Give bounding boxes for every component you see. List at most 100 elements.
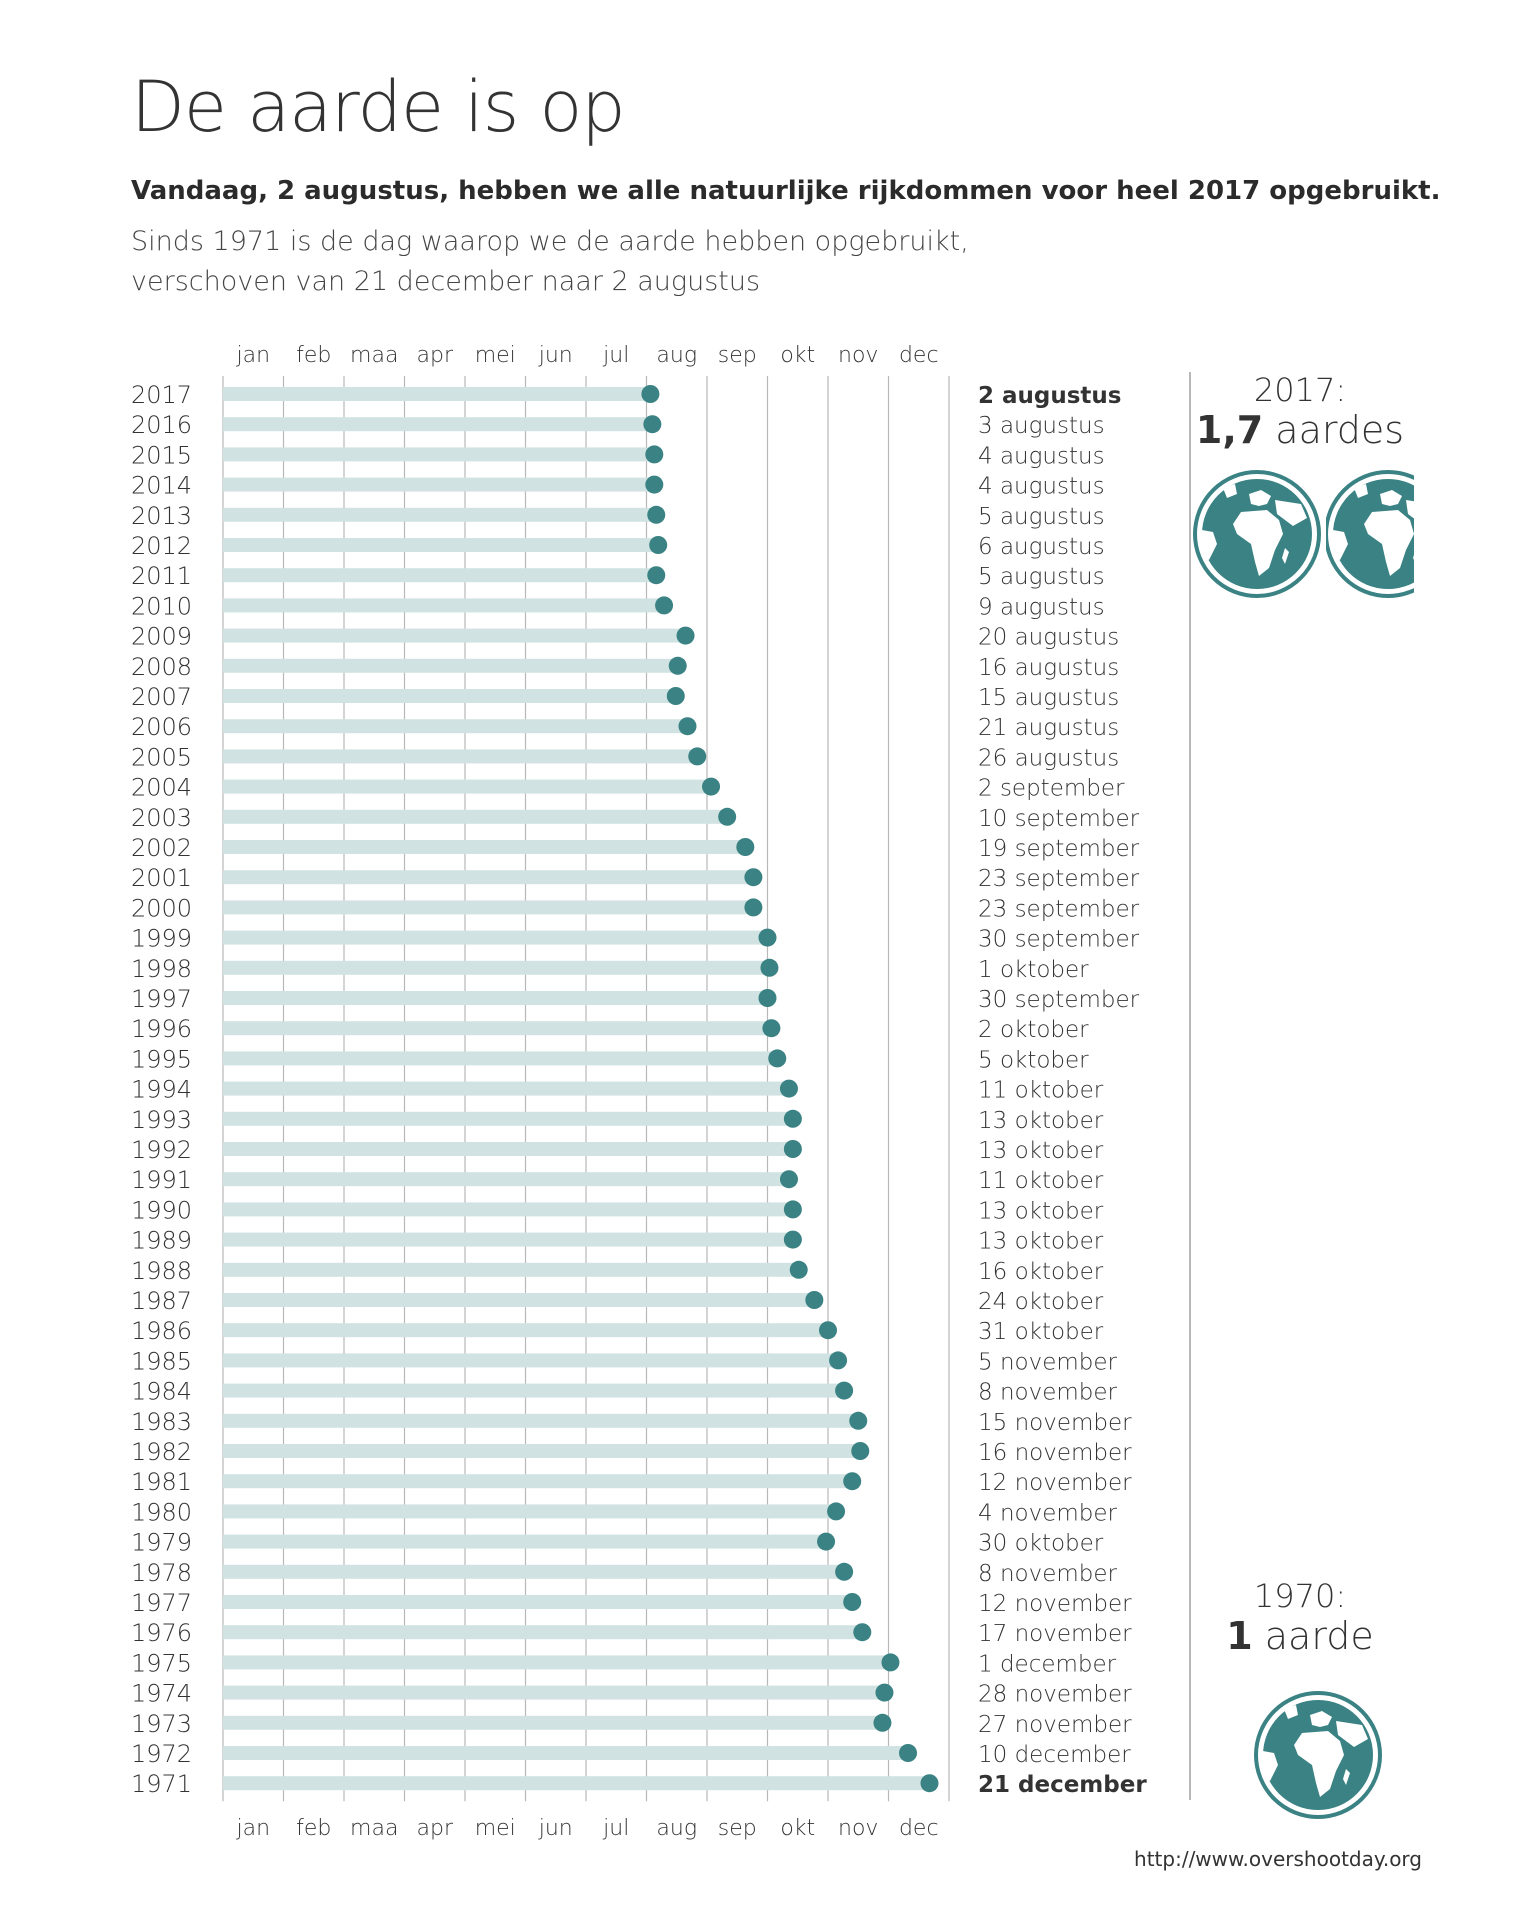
date-label: 13 oktober: [978, 1198, 1104, 1224]
overshoot-dots: [641, 385, 939, 1793]
date-label: 2 augustus: [978, 383, 1122, 409]
year-bar: [223, 1715, 883, 1730]
year-bar: [223, 1202, 793, 1217]
overshoot-dot: [649, 536, 668, 554]
year-label: 2015: [131, 441, 192, 469]
year-label: 1980: [131, 1498, 192, 1526]
date-label: 16 oktober: [978, 1259, 1104, 1285]
year-bar: [223, 1534, 827, 1549]
side-1970-year: 1970:: [1253, 1577, 1347, 1615]
date-label: 26 augustus: [978, 745, 1119, 771]
overshoot-dot: [641, 385, 660, 403]
year-bar: [223, 689, 676, 703]
side-1970-earths: 1 aarde: [1190, 1614, 1410, 1658]
date-label: 4 augustus: [978, 474, 1105, 500]
year-bar: [223, 1111, 793, 1126]
overshoot-dot: [835, 1381, 854, 1400]
date-label: 6 augustus: [978, 534, 1105, 560]
overshoot-dot: [645, 445, 664, 464]
intro-text: Sinds 1971 is de dag waarop we de aarde …: [131, 222, 969, 302]
year-label: 2011: [131, 562, 192, 590]
year-label: 1993: [131, 1106, 192, 1134]
earth-icon-partial: [1326, 470, 1414, 598]
overshoot-dot: [666, 687, 685, 705]
year-bar: [223, 1021, 772, 1036]
year-label: 2002: [131, 834, 192, 862]
month-label-bottom: maa: [350, 1816, 398, 1841]
year-label: 2000: [131, 894, 192, 922]
date-label: 15 november: [978, 1410, 1132, 1436]
year-label: 2005: [131, 743, 192, 771]
month-label-top: jul: [602, 343, 629, 368]
year-label: 1972: [131, 1740, 192, 1768]
year-label: 2008: [131, 653, 192, 681]
date-label: 30 september: [978, 927, 1140, 953]
side-2017: 2017: 1,7 aardes: [1190, 372, 1410, 452]
year-bar: [223, 1655, 891, 1670]
month-label-top: maa: [350, 343, 398, 368]
year-label: 1973: [131, 1710, 192, 1738]
date-label: 30 oktober: [978, 1531, 1104, 1557]
year-bar: [223, 1353, 839, 1368]
month-label-top: jan: [235, 343, 270, 368]
month-label-bottom: dec: [899, 1816, 939, 1841]
source-link[interactable]: http://www.overshootday.org: [1134, 1847, 1422, 1871]
year-bar: [223, 598, 665, 613]
overshoot-dot: [676, 626, 695, 645]
date-label: 16 augustus: [978, 655, 1119, 681]
year-bar: [223, 840, 746, 854]
overshoot-dot: [758, 989, 777, 1007]
continent-africa: [1364, 510, 1414, 576]
year-label: 1998: [131, 955, 192, 983]
year-bar: [223, 719, 688, 734]
year-bar: [223, 628, 686, 643]
overshoot-dot: [829, 1351, 848, 1370]
overshoot-dot: [827, 1502, 846, 1521]
overshoot-dot: [645, 475, 664, 494]
overshoot-dot: [688, 747, 707, 766]
overshoot-dot: [783, 1230, 802, 1249]
island-greenland: [1223, 484, 1237, 498]
continent-europe: [1380, 490, 1402, 506]
overshoot-dot: [736, 838, 755, 856]
year-bar: [223, 658, 678, 673]
date-label: 11 oktober: [978, 1078, 1104, 1104]
year-label: 1979: [131, 1529, 192, 1557]
date-label: 4 november: [978, 1500, 1118, 1526]
overshoot-dot: [789, 1260, 808, 1279]
year-label: 1995: [131, 1045, 192, 1073]
year-bar: [223, 1142, 793, 1156]
date-label: 1 oktober: [978, 957, 1089, 983]
date-label: 27 november: [978, 1712, 1132, 1738]
year-bar: [223, 568, 657, 583]
year-label: 1976: [131, 1619, 192, 1647]
page-title: De aarde is op: [131, 66, 626, 148]
overshoot-dot: [643, 415, 662, 434]
year-label: 1983: [131, 1408, 192, 1436]
overshoot-dot: [744, 868, 763, 887]
overshoot-dot: [668, 656, 687, 675]
date-label: 24 oktober: [978, 1289, 1104, 1315]
year-bar: [223, 447, 655, 462]
month-label-top: jun: [538, 343, 573, 368]
month-label-bottom: okt: [780, 1816, 815, 1841]
year-bars: [223, 387, 930, 1791]
overshoot-dot: [835, 1562, 854, 1581]
year-bar: [223, 507, 657, 522]
year-label: 2012: [131, 532, 192, 560]
year-bar: [223, 1685, 885, 1700]
year-label: 1999: [131, 925, 192, 953]
month-label-top: apr: [417, 343, 454, 368]
month-label-top: feb: [296, 343, 331, 368]
chart-labels: janjanfebfebmaamaaapraprmeimeijunjunjulj…: [131, 343, 1147, 1841]
year-label: 2009: [131, 623, 192, 651]
year-label: 1989: [131, 1227, 192, 1255]
year-bar: [223, 1595, 853, 1609]
overshoot-dot: [655, 596, 674, 615]
date-label: 10 september: [978, 806, 1140, 832]
continent-europe: [1249, 490, 1271, 506]
date-label: 30 september: [978, 987, 1140, 1013]
year-bar: [223, 809, 728, 824]
year-bar: [223, 1262, 799, 1277]
month-label-top: aug: [656, 343, 697, 368]
